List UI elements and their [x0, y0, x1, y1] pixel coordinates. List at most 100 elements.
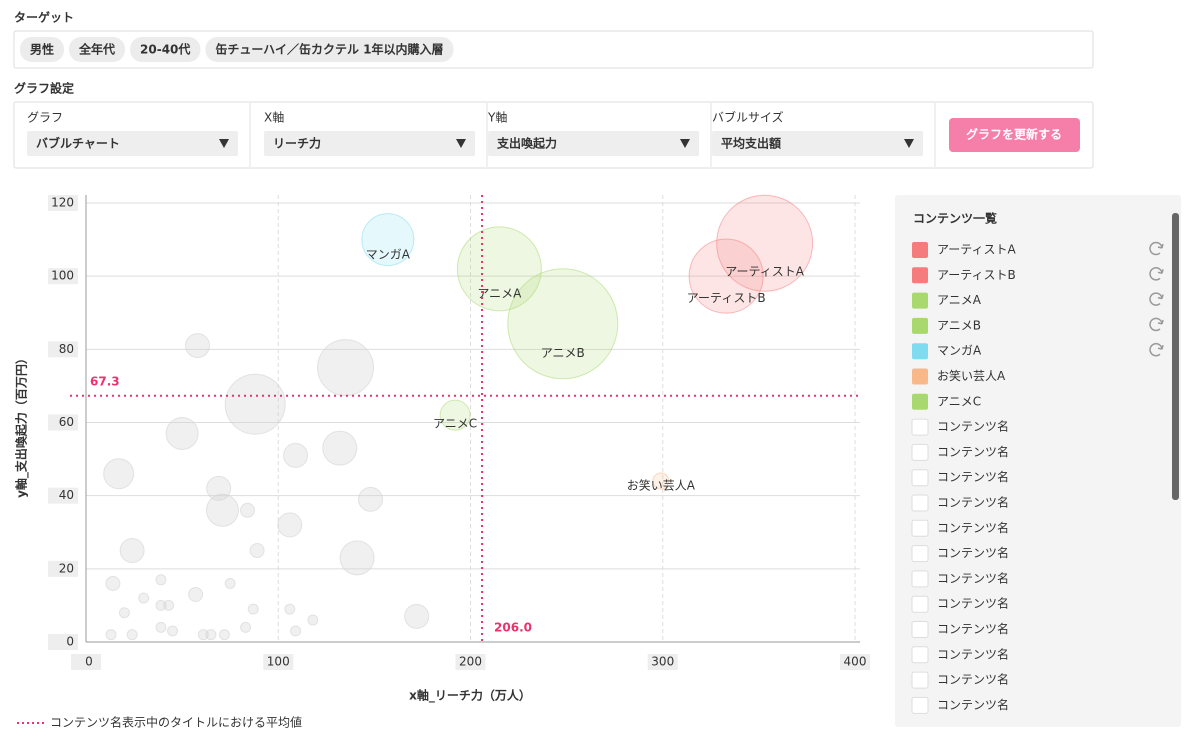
legend-swatch[interactable] — [912, 343, 928, 360]
bubble[interactable] — [155, 574, 167, 586]
x-axis-label: x軸_リーチ力（万人） — [409, 688, 531, 704]
bubble-label: マンガA — [366, 248, 411, 262]
bubble[interactable] — [167, 625, 179, 637]
bubble-label: アニメC — [433, 417, 477, 431]
bubble[interactable] — [339, 540, 375, 576]
bubble[interactable] — [105, 575, 121, 591]
reset-icon[interactable] — [1149, 241, 1164, 256]
reset-icon[interactable] — [1149, 343, 1164, 357]
reset-icon[interactable] — [1149, 317, 1164, 332]
tag[interactable] — [20, 37, 65, 62]
legend-text: コンテンツ名 — [937, 469, 1009, 484]
legend-swatch[interactable] — [912, 393, 928, 410]
select-value: 支出喚起力 — [496, 136, 557, 151]
bubble[interactable] — [163, 599, 175, 611]
bubble[interactable] — [119, 538, 145, 564]
bubble[interactable] — [155, 599, 167, 611]
bubble[interactable] — [240, 621, 252, 633]
bubble[interactable] — [290, 625, 302, 637]
update-button[interactable] — [949, 118, 1080, 152]
reset-icon[interactable] — [1149, 292, 1164, 306]
tag-text: 男性 — [30, 42, 54, 57]
bubble[interactable] — [283, 442, 309, 468]
y-tick-label: 120 — [51, 196, 74, 210]
bubble-label: アーティストA — [725, 265, 805, 279]
bubble[interactable] — [185, 333, 211, 359]
legend-checkbox[interactable] — [911, 545, 929, 563]
bubble[interactable] — [105, 629, 117, 641]
legend-checkbox[interactable] — [911, 469, 929, 487]
x-tick-label: 200 — [459, 655, 482, 669]
tag[interactable] — [130, 37, 201, 62]
bubble[interactable] — [404, 603, 430, 629]
bubble[interactable] — [126, 629, 138, 641]
bubble[interactable] — [224, 577, 236, 589]
bubble-label: アニメB — [541, 346, 585, 360]
bubble[interactable] — [218, 629, 230, 641]
legend-checkbox[interactable] — [911, 570, 929, 588]
field-label: X軸 — [264, 111, 284, 125]
legend-text: アニメA — [937, 293, 982, 307]
legend-swatch[interactable] — [912, 267, 928, 284]
bubble[interactable] — [688, 238, 764, 314]
tag[interactable] — [69, 37, 126, 62]
legend-text: コンテンツ名 — [937, 646, 1009, 661]
legend-swatch[interactable] — [912, 368, 928, 385]
select-value: リーチ力 — [273, 136, 321, 151]
bubble[interactable] — [188, 586, 204, 602]
bubble[interactable] — [716, 194, 814, 292]
reset-icon[interactable] — [1149, 267, 1164, 281]
legend-checkbox[interactable] — [911, 443, 929, 461]
legend-checkbox[interactable] — [911, 696, 929, 714]
bubble[interactable] — [155, 621, 167, 633]
bubble[interactable] — [507, 268, 619, 380]
bubble[interactable] — [118, 607, 130, 619]
select[interactable] — [27, 131, 238, 156]
select[interactable] — [488, 131, 699, 156]
legend-checkbox[interactable] — [911, 621, 929, 638]
legend-checkbox[interactable] — [911, 418, 929, 436]
bubble[interactable] — [249, 543, 265, 559]
legend-text: アニメC — [937, 394, 981, 408]
bubble[interactable] — [103, 458, 135, 490]
tag[interactable] — [205, 37, 454, 62]
bubble[interactable] — [361, 213, 415, 267]
tick-box — [71, 654, 101, 670]
bubble[interactable] — [652, 472, 670, 490]
bubble[interactable] — [307, 614, 319, 626]
legend-checkbox[interactable] — [911, 671, 929, 689]
tick-box — [48, 195, 78, 211]
legend-swatch[interactable] — [912, 292, 928, 309]
legend-swatch[interactable] — [912, 317, 928, 334]
bubble[interactable] — [439, 399, 471, 431]
select[interactable] — [712, 131, 923, 156]
bubble[interactable] — [239, 502, 255, 518]
select[interactable] — [264, 131, 475, 156]
bubble[interactable] — [284, 603, 296, 615]
bubble[interactable] — [224, 373, 286, 435]
scrollbar[interactable] — [1172, 213, 1179, 500]
bubble[interactable] — [277, 512, 303, 538]
bubble[interactable] — [358, 486, 384, 512]
bubble[interactable] — [322, 430, 358, 466]
y-tick-label: 80 — [59, 342, 74, 356]
y-tick-label: 20 — [59, 561, 74, 575]
bubble[interactable] — [317, 339, 375, 397]
bubble[interactable] — [138, 592, 150, 604]
legend-checkbox[interactable] — [911, 519, 929, 537]
legend-checkbox[interactable] — [911, 494, 929, 512]
bubble[interactable] — [247, 603, 259, 615]
bubble-label: お笑い芸人A — [627, 477, 696, 492]
bubble[interactable] — [205, 493, 239, 527]
legend-checkbox[interactable] — [911, 646, 929, 664]
select-arrow — [219, 139, 229, 148]
tag-text: 缶チューハイ／缶カクテル 1年以内購入層 — [215, 42, 443, 57]
bubble[interactable] — [165, 416, 199, 450]
legend-checkbox[interactable] — [911, 595, 929, 613]
bubble[interactable] — [456, 226, 542, 312]
legend-swatch[interactable] — [912, 242, 928, 258]
bubble[interactable] — [197, 629, 209, 641]
bubble[interactable] — [205, 629, 217, 641]
y-tick-label: 0 — [66, 635, 74, 649]
